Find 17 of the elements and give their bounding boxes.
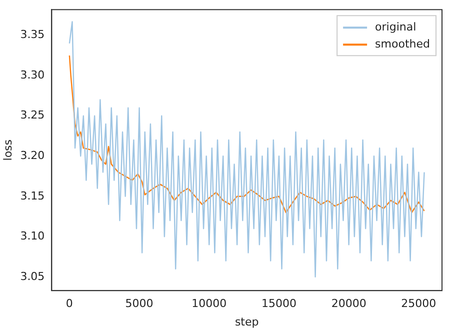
y-tick-label: 3.35: [20, 28, 45, 42]
x-tick-label: 25000: [401, 297, 436, 310]
y-tick-label: 3.15: [20, 189, 45, 202]
y-tick-label: 3.05: [20, 270, 45, 283]
y-tick-label: 3.20: [20, 149, 45, 162]
y-tick-label: 3.10: [20, 230, 45, 243]
legend-label: original: [375, 20, 416, 34]
x-tick-label: 20000: [331, 297, 366, 310]
x-tick-label: 0: [66, 297, 73, 310]
x-tick-label: 5000: [125, 297, 154, 310]
y-tick-label: 3.25: [20, 108, 45, 122]
x-tick-label: 10000: [192, 297, 227, 310]
y-tick-label: 3.30: [20, 68, 45, 82]
legend-label: smoothed: [375, 37, 430, 50]
x-axis-title: step: [234, 315, 259, 328]
y-axis-title: loss: [1, 139, 14, 161]
x-tick-label: 15000: [261, 297, 296, 310]
